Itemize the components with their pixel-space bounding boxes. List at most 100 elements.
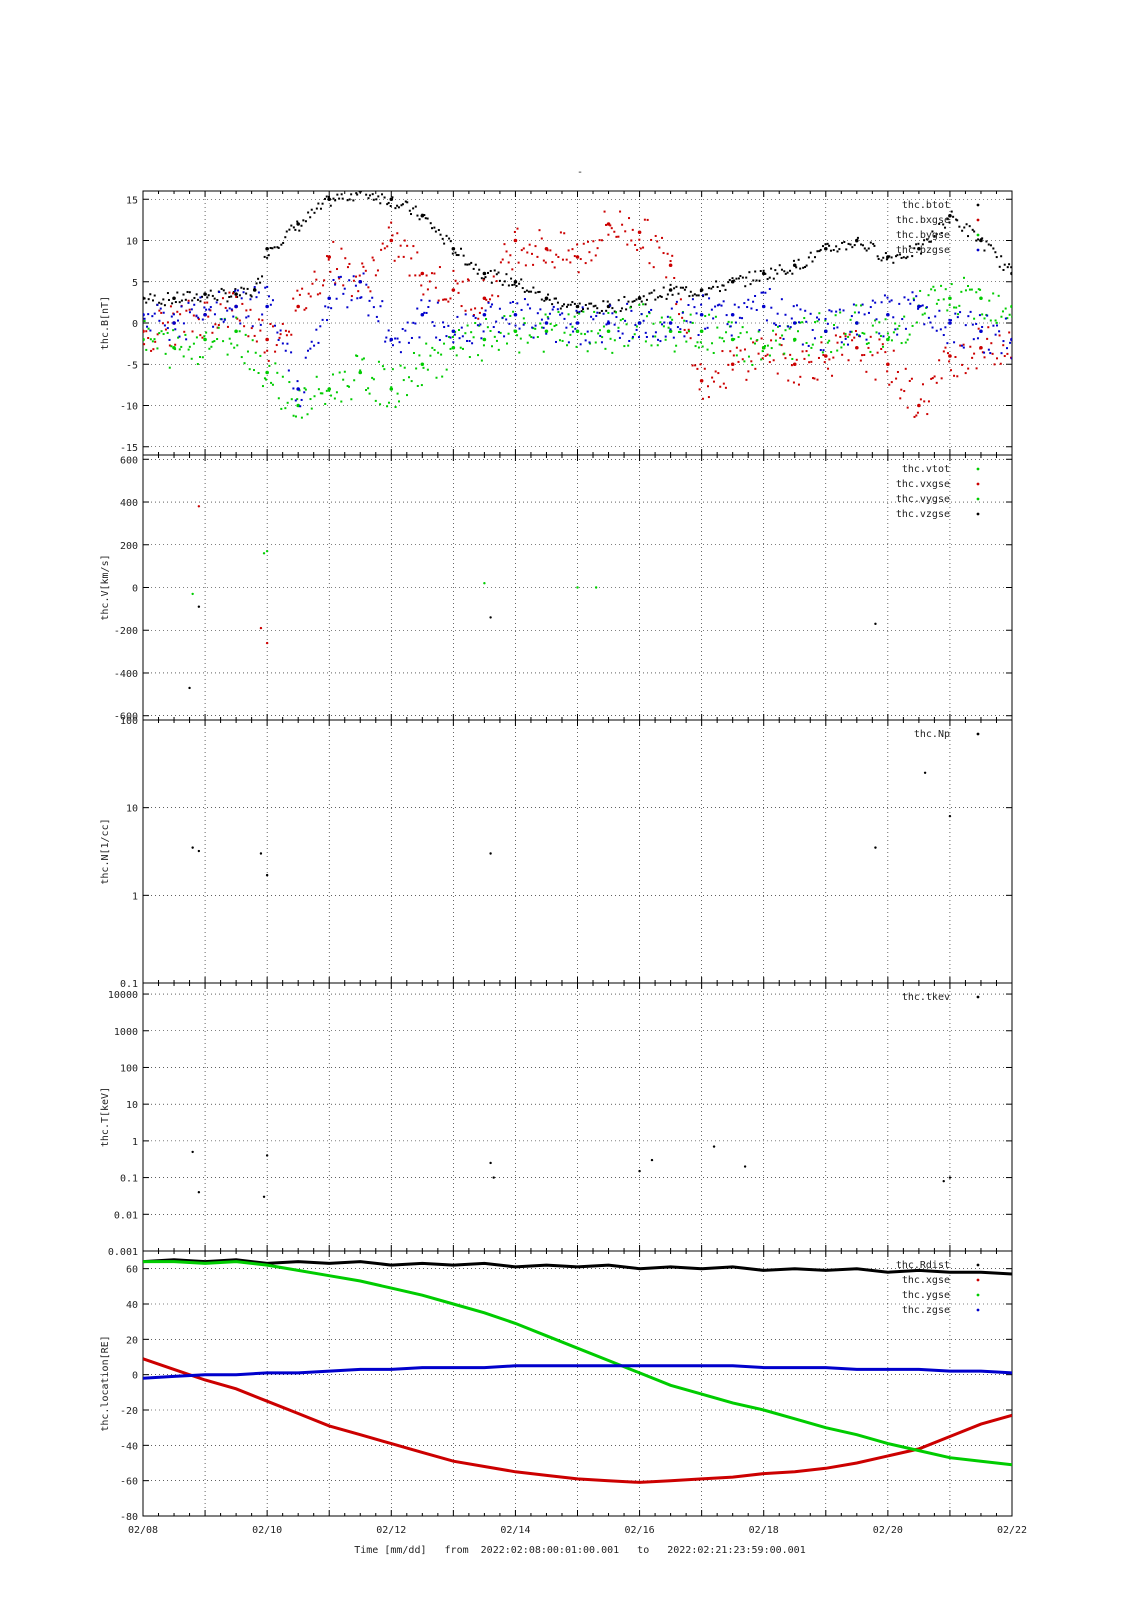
data-point <box>408 274 411 277</box>
data-point <box>420 312 425 317</box>
data-point <box>317 388 320 391</box>
data-point <box>381 365 384 368</box>
data-point <box>768 354 771 357</box>
y-tick-label: 10000 <box>108 990 138 1001</box>
data-point <box>160 311 163 314</box>
data-point <box>992 247 995 250</box>
data-point <box>563 331 566 334</box>
data-point <box>362 357 365 360</box>
data-point <box>298 229 301 232</box>
data-point <box>908 245 911 248</box>
data-point <box>844 335 847 338</box>
y-tick-label: 0.001 <box>108 1247 138 1258</box>
data-point <box>206 301 209 304</box>
data-point <box>693 306 696 309</box>
x-tick-label: 02/14 <box>500 1525 530 1536</box>
data-point <box>799 308 802 311</box>
data-point <box>544 313 547 316</box>
data-point <box>234 292 238 296</box>
data-point <box>953 374 956 377</box>
data-point <box>147 327 150 330</box>
data-point <box>186 290 189 293</box>
data-point <box>274 324 277 327</box>
data-point <box>878 338 881 341</box>
data-point <box>978 314 981 317</box>
data-point <box>542 259 545 262</box>
data-point <box>521 287 524 290</box>
data-point <box>292 226 295 229</box>
data-point <box>317 202 320 205</box>
data-point <box>513 312 518 317</box>
data-point <box>511 300 514 303</box>
data-point <box>921 243 924 246</box>
data-point <box>398 341 401 344</box>
data-point <box>741 317 744 320</box>
data-point <box>532 263 535 266</box>
data-point <box>403 366 406 369</box>
data-point <box>855 333 858 336</box>
data-point <box>721 284 724 287</box>
data-point <box>884 318 887 321</box>
data-point <box>755 279 758 282</box>
data-point <box>623 345 626 348</box>
data-point <box>760 337 763 340</box>
series-line-thc.Rdist <box>143 1258 1012 1276</box>
data-point <box>689 337 692 340</box>
data-point <box>967 284 970 287</box>
data-point <box>829 249 832 252</box>
data-point <box>668 321 673 325</box>
data-point <box>890 299 893 302</box>
data-point <box>662 286 665 289</box>
data-point <box>434 286 437 289</box>
data-point <box>821 351 824 354</box>
data-point <box>772 329 775 332</box>
data-point <box>783 270 786 273</box>
data-point <box>454 330 457 333</box>
y-tick-label: -40 <box>120 1441 138 1452</box>
data-point <box>621 317 624 320</box>
data-point <box>613 339 616 342</box>
data-point <box>563 232 566 235</box>
data-point <box>778 264 781 267</box>
data-point <box>844 337 847 340</box>
legend-label: thc.bzgse <box>896 245 950 256</box>
data-point <box>530 290 533 293</box>
data-point <box>817 356 820 359</box>
data-point <box>346 306 349 309</box>
data-point <box>305 307 308 310</box>
data-point <box>362 272 365 275</box>
data-point <box>482 330 485 333</box>
data-point <box>711 342 714 345</box>
data-point <box>501 283 504 286</box>
data-point <box>294 228 297 231</box>
data-point <box>1006 266 1009 269</box>
data-point <box>365 283 368 286</box>
data-point <box>643 218 646 221</box>
data-point <box>547 317 550 320</box>
data-point <box>211 331 214 334</box>
data-point <box>261 313 264 316</box>
data-point <box>906 338 909 341</box>
data-point <box>973 317 976 320</box>
data-point <box>554 297 557 300</box>
data-point <box>687 303 690 306</box>
data-point <box>675 300 678 303</box>
data-point <box>699 341 702 344</box>
data-point <box>667 326 670 329</box>
data-point <box>154 340 157 343</box>
data-point <box>410 213 413 216</box>
data-point <box>530 336 533 339</box>
data-point <box>503 280 506 283</box>
data-point <box>953 306 956 309</box>
data-point <box>679 331 682 334</box>
data-point <box>162 333 165 336</box>
data-point <box>313 270 316 273</box>
data-point <box>586 350 589 353</box>
data-point <box>272 325 275 328</box>
data-point <box>760 291 763 294</box>
data-point <box>503 315 506 318</box>
data-point <box>172 321 176 325</box>
data-point <box>973 352 976 355</box>
data-point <box>384 340 387 343</box>
data-point <box>734 321 737 324</box>
